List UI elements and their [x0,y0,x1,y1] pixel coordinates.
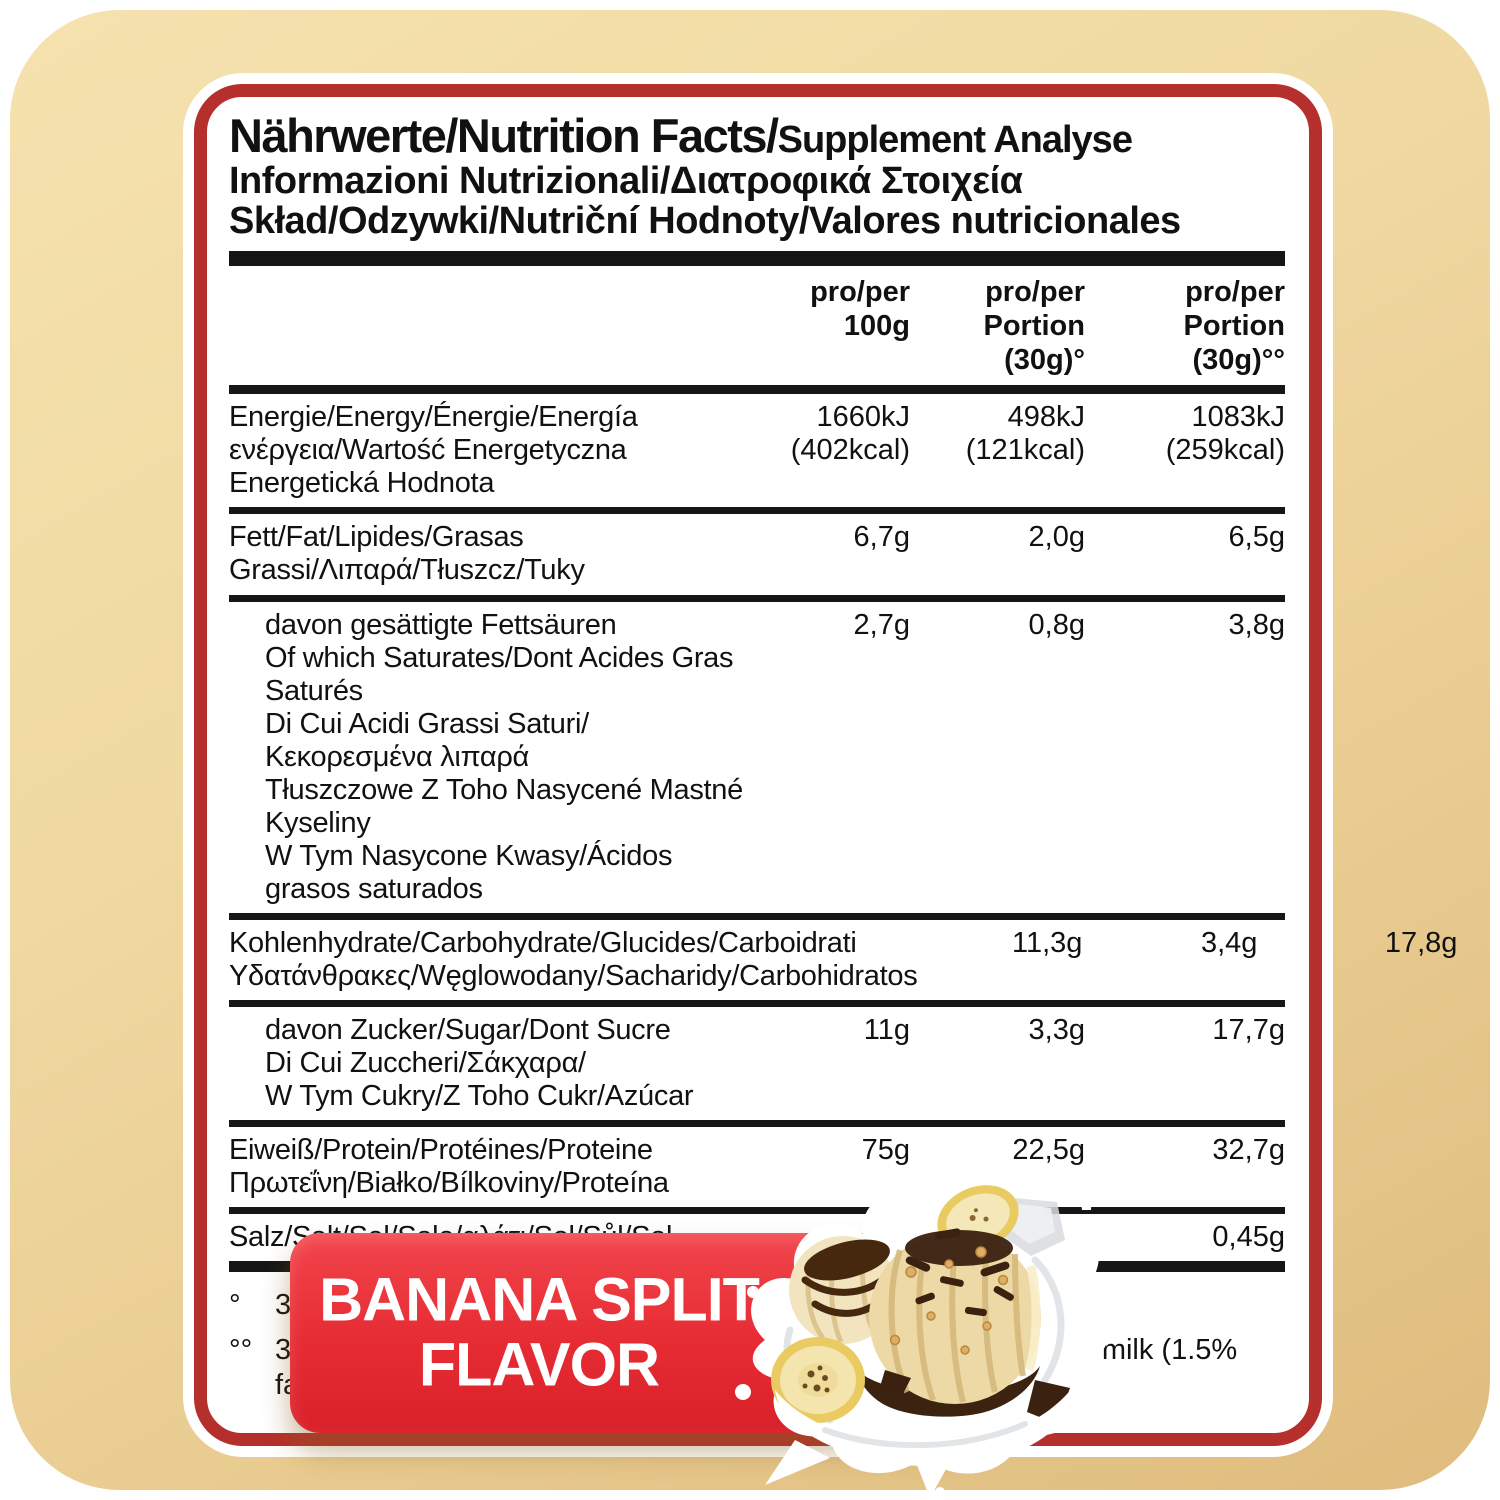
table-row-carbohydrate: Kohlenhydrate/Carbohydrate/Glucides/Carb… [229,920,1457,1000]
nutrient-label: davon gesättigte Fettsäuren Of which Sat… [265,608,743,905]
row-divider [229,1000,1285,1008]
nutrient-label: davon Zucker/Sugar/Dont Sucre Di Cui Zuc… [265,1014,694,1113]
table-row-sugar: davon Zucker/Sugar/Dont Sucre Di Cui Zuc… [229,1007,1285,1120]
card-title-line2: Informazioni Nutrizionali/Διατροφικά Στο… [229,159,1023,202]
ice-chunk-highlight [1011,1204,1055,1244]
nutrient-label: Energie/Energy/Énergie/Energía ενέργεια/… [229,401,638,500]
value-per-portion-water: 3,4g [1200,926,1258,959]
card-title-line3: Skład/Odzywki/Nutriční Hodnoty/Valores n… [229,200,1181,243]
value-per-100g: 1660kJ (402kcal) [790,401,910,467]
title-divider [229,251,1285,267]
card-title-sub: Supplement Analyse [777,119,1133,161]
footnote-marker: °° [229,1334,253,1367]
value-per-portion-milk: 17,7g [1212,1014,1285,1047]
column-header-per-100g: pro/per 100g [810,276,910,343]
banana-split-photo [735,1148,1113,1498]
value-per-portion-water: 3,3g [1028,1014,1085,1047]
column-header-portion-milk: pro/per Portion (30g)°° [1183,276,1286,376]
banana-slice-front-icon [771,1337,865,1423]
row-divider [229,1120,1285,1128]
value-per-100g: 11g [863,1014,910,1047]
value-per-portion-water: 2,0g [1028,521,1085,554]
nut-sprinkles-icon [889,1246,1009,1355]
column-header-portion-water: pro/per Portion (30g)° [983,276,1086,376]
value-per-portion-milk: 3,8g [1228,608,1285,641]
row-divider [229,1207,1285,1215]
table-row-fat: Fett/Fat/Lipides/Grasas Grassi/Λιπαρά/Tł… [229,514,1285,594]
milk-splash-shading [822,1421,1028,1449]
header-divider [229,385,1285,395]
value-per-100g: 11,3g [1011,926,1083,959]
value-per-portion-water: 22,5g [1012,1134,1085,1167]
nutrient-label: Eiweiß/Protein/Protéines/Proteine Πρωτεΐ… [229,1134,669,1200]
table-row-saturates: davon gesättigte Fettsäuren Of which Sat… [229,602,1285,913]
nutrition-facts-card: Nährwerte/Nutrition Facts/Supplement Ana… [183,73,1457,1457]
row-divider [229,912,1285,920]
value-per-portion-milk: 6,5g [1228,521,1285,554]
value-per-portion-water: 0,8g [1028,608,1085,641]
nutrient-label: Fett/Fat/Lipides/Grasas Grassi/Λιπαρά/Tł… [229,521,585,587]
value-per-portion-milk: 32,7g [1212,1134,1285,1167]
table-row-energy: Energie/Energy/Énergie/Energía ενέργεια/… [229,394,1285,507]
flavor-badge-label: BANANA SPLIT FLAVOR [319,1265,760,1399]
chocolate-sauce-icon [855,1366,1040,1417]
row-divider [229,507,1285,515]
footnote-marker: ° [229,1289,241,1322]
value-per-portion-milk: 17,8g [1384,926,1458,959]
card-title: Nährwerte/Nutrition Facts/Supplement Ana… [229,111,1285,161]
value-per-portion-milk: 1083kJ (259kcal) [1165,401,1285,467]
value-per-portion-milk: 0,45g [1212,1221,1285,1254]
nutrition-facts-card-inner: Nährwerte/Nutrition Facts/Supplement Ana… [194,84,1457,1446]
table-header-row: pro/per 100g pro/per Portion (30g)° pro/… [229,272,1285,383]
table-row-protein: Eiweiß/Protein/Protéines/Proteine Πρωτεΐ… [229,1127,1285,1207]
value-per-100g: 6,7g [853,521,910,554]
main-scoop-icon [869,1228,1070,1424]
value-per-100g: 2,7g [853,608,910,641]
banana-seeds-icon [802,1365,830,1393]
card-title-main: Nährwerte/Nutrition Facts/ [229,109,779,162]
nutrient-label: Kohlenhydrate/Carbohydrate/Glucides/Carb… [229,926,918,992]
value-per-100g: 75g [861,1134,910,1167]
value-per-portion-water: 498kJ (121kcal) [965,401,1085,467]
row-divider [229,594,1285,602]
chocolate-shavings-icon [879,1228,1070,1424]
